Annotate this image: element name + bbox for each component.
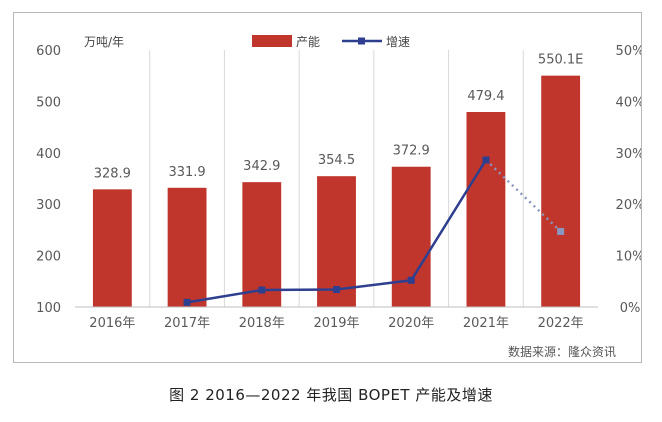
bar xyxy=(391,166,431,307)
axis-layer: 100 200 300 400 500 600 0% 10% 20% 30% 40% 50% 2016年… xyxy=(36,44,641,331)
line-point xyxy=(333,286,340,294)
bar-data-label: 342.9 xyxy=(243,159,280,174)
bar xyxy=(541,75,581,307)
y-tick-label: 400 xyxy=(36,147,61,162)
y2-tick-label: 50% xyxy=(616,44,641,59)
grid-layer xyxy=(149,50,524,307)
y-tick-label: 200 xyxy=(36,250,61,265)
y-tick-label: 600 xyxy=(36,44,61,59)
y2-tick-label: 10% xyxy=(616,250,641,265)
bar-data-label: 331.9 xyxy=(168,165,205,180)
x-tick-label: 2018年 xyxy=(239,316,285,331)
legend: 产能 增速 xyxy=(252,35,410,49)
line-point xyxy=(183,298,191,306)
bar-data-label: 328.9 xyxy=(94,166,131,181)
x-tick-label: 2019年 xyxy=(313,316,359,331)
bar xyxy=(317,176,356,307)
y2-tick-label: 40% xyxy=(616,95,641,110)
x-tick-label: 2016年 xyxy=(89,316,135,331)
chart-svg: 328.9 331.9 342.9 354.5 372.9 479.4 550.1E 100… xyxy=(36,35,641,359)
bar-data-label: 354.5 xyxy=(318,153,355,168)
label-layer: 328.9 331.9 342.9 354.5 372.9 479.4 550.1E xyxy=(94,53,584,182)
bar xyxy=(242,182,282,307)
y2-tick-label: 20% xyxy=(616,198,641,213)
line-point xyxy=(407,276,415,284)
y2-tick-label: 30% xyxy=(616,147,641,162)
legend-label-bar: 产能 xyxy=(296,35,320,49)
x-tick-label: 2017年 xyxy=(164,316,210,331)
bar-data-label: 479.4 xyxy=(467,89,504,104)
chart-frame: 328.9 331.9 342.9 354.5 372.9 479.4 550.1E 100… xyxy=(13,12,642,363)
y-tick-label: 300 xyxy=(36,198,61,213)
line-point xyxy=(557,227,565,235)
y2-tick-label: 0% xyxy=(620,301,641,316)
line-layer xyxy=(183,156,565,306)
figure-caption: 图 2 2016—2022 年我国 BOPET 产能及增速 xyxy=(169,386,493,404)
legend-label-line: 增速 xyxy=(386,35,410,49)
bar xyxy=(92,189,132,307)
line-point xyxy=(258,286,266,294)
y-tick-label: 100 xyxy=(36,301,61,316)
legend-swatch-bar xyxy=(252,35,292,47)
y-tick-label: 500 xyxy=(36,95,61,110)
x-tick-label: 2022年 xyxy=(538,316,584,331)
x-tick-label: 2020年 xyxy=(388,316,434,331)
legend-marker-line xyxy=(358,37,365,45)
source-note: 数据来源：隆众资讯 xyxy=(508,344,616,359)
bar-data-label: 372.9 xyxy=(393,144,430,159)
bar xyxy=(466,111,506,307)
bar xyxy=(167,187,207,307)
line-point xyxy=(482,156,490,164)
bar-layer xyxy=(92,75,581,307)
x-tick-label: 2021年 xyxy=(463,316,509,331)
bar-data-label: 550.1E xyxy=(538,53,583,68)
y-axis-unit-label: 万吨/年 xyxy=(84,35,124,49)
